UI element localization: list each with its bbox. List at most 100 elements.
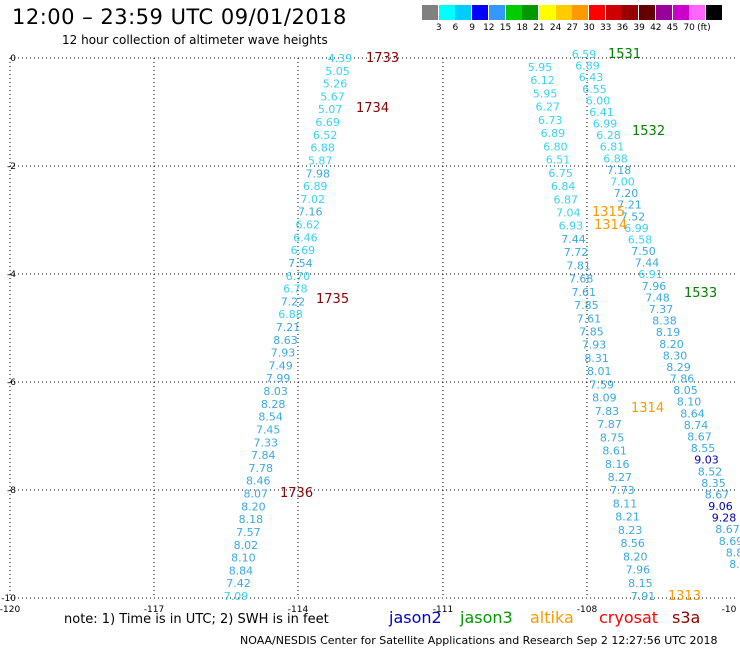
wave-height-value: 6.84 (551, 180, 576, 193)
color-scale-label: 39 (633, 23, 645, 33)
wave-height-value: 6.89 (303, 180, 328, 193)
wave-height-value: 7.02 (301, 193, 326, 206)
pass-label: 1314 (631, 401, 664, 416)
wave-height-value: 7.87 (597, 418, 622, 431)
wave-height-value: 7.48 (645, 291, 670, 304)
color-swatch (705, 5, 722, 20)
wave-height-value: 8.55 (691, 442, 716, 455)
wave-height-value: 7.04 (556, 206, 581, 219)
wave-height-value: 5.07 (318, 103, 343, 116)
color-scale-label: 6 (452, 23, 459, 33)
wave-height-value: 7.61 (572, 286, 597, 299)
wave-height-value: 8.19 (656, 326, 681, 339)
wave-height-value: 8.05 (673, 384, 698, 397)
wave-height-value: 7.52 (621, 210, 646, 223)
wave-height-value: 8.03 (263, 385, 288, 398)
wave-height-value: 7.78 (249, 462, 274, 475)
wave-height-value: 8.16 (605, 458, 630, 471)
wave-height-value: 8.54 (258, 411, 283, 424)
color-scale-label: 42 (650, 23, 662, 33)
wave-height-value: 8.28 (261, 398, 286, 411)
wave-height-value: 7.85 (579, 326, 604, 339)
wave-height-value: 6.55 (582, 83, 607, 96)
color-swatch (672, 5, 689, 20)
pass-label: 1315 (592, 205, 625, 220)
wave-height-value: 6.51 (546, 154, 571, 167)
wave-height-value: 7.44 (635, 257, 660, 270)
x-tick-label: -108 (577, 605, 598, 615)
satellite-legend-item: jason3 (460, 608, 513, 627)
wave-height-value: 8.30 (663, 349, 688, 362)
wave-height-value: 6.59 (572, 48, 597, 61)
color-scale-label: 36 (616, 23, 629, 33)
x-tick-label: -114 (288, 605, 309, 615)
wave-height-value: 6.88 (310, 142, 335, 155)
y-tick-label: -6 (7, 378, 16, 388)
wave-height-value: 7.86 (670, 373, 695, 386)
wave-height-value: 7.93 (271, 347, 296, 360)
wave-height-value: 5.26 (323, 78, 348, 91)
x-tick-label: -10 (722, 605, 737, 615)
wave-height-value: 6.99 (624, 222, 649, 235)
map-grid (9, 57, 736, 599)
wave-height-value: 6.12 (530, 74, 555, 87)
wave-height-value: 7.54 (288, 257, 313, 270)
wave-height-value: 9.06 (708, 500, 733, 513)
color-swatch (438, 5, 455, 20)
wave-height-value: 6.62 (296, 219, 321, 232)
wave-height-value: 6.46 (293, 231, 318, 244)
wave-height-value: 5.87 (308, 154, 333, 167)
wave-height-value: 6.89 (541, 127, 566, 140)
wave-height-value: 6.89 (575, 60, 600, 73)
color-scale-label: 27 (566, 23, 579, 33)
color-scale-label: 9 (469, 23, 475, 33)
wave-height-value: 6.91 (638, 268, 663, 281)
wave-height-value: 5.95 (528, 61, 553, 74)
wave-height-value: 6.99 (593, 118, 618, 131)
color-scale-label: 45 (666, 23, 679, 33)
color-scale-unit: (ft) (697, 23, 711, 33)
wave-height-value: 7.72 (564, 246, 589, 259)
wave-height-value: 6.69 (315, 116, 340, 129)
color-swatch (522, 5, 539, 20)
pass-labels: 1733173417351736153115321533131513141314… (280, 47, 717, 604)
color-swatch (689, 5, 706, 20)
color-swatch (572, 5, 589, 20)
wave-height-value: 8.52 (698, 465, 723, 478)
wave-height-value: 6.58 (628, 233, 653, 246)
wave-height-value: 7.33 (253, 436, 278, 449)
wave-height-value: 8.15 (628, 577, 653, 590)
wave-height-value: 8.10 (231, 552, 256, 565)
wave-height-value: 6.27 (535, 101, 560, 114)
wave-height-value: 8.18 (239, 513, 264, 526)
pass-label: 1313 (668, 589, 701, 604)
color-scale-label: 3 (435, 23, 442, 33)
wave-height-value: 6.41 (589, 106, 614, 119)
wave-height-value: 7.21 (617, 199, 642, 212)
pass-label: 1532 (632, 124, 665, 139)
wave-height-value: 7.96 (626, 564, 651, 577)
color-swatch (455, 5, 472, 20)
wave-height-value: 8.0 (729, 558, 740, 571)
footer-note: note: 1) Time is in UTC; 2) SWH is in fe… (64, 612, 329, 627)
wave-height-value: 7.93 (582, 339, 607, 352)
wave-height-value: 6.87 (554, 193, 579, 206)
wave-height-value: 7.20 (614, 187, 639, 200)
wave-height-value: 6.80 (543, 140, 568, 153)
color-swatch (622, 5, 639, 20)
wave-height-value: 8.11 (613, 497, 638, 510)
wave-height-value: 8.56 (620, 537, 645, 550)
wave-height-value: 8.20 (241, 500, 266, 513)
wave-height-value: 6.93 (559, 220, 584, 233)
pass-label: 1533 (684, 286, 717, 301)
wave-height-value: 8.74 (684, 419, 709, 432)
y-tick-label: 0 (10, 54, 16, 64)
color-swatch (555, 5, 572, 20)
color-swatch (538, 5, 555, 20)
wave-height-value: 7.61 (577, 312, 602, 325)
wave-height-value: 8.01 (587, 365, 612, 378)
wave-height-tracks: 4.395.055.265.675.076.696.526.885.877.98… (224, 48, 740, 603)
wave-height-value: 7.16 (298, 206, 323, 219)
axis-ticks: -120 -117 -114 -111 -108 -10 0 -2 -4 -6 -8 -10 (0, 54, 737, 615)
color-swatch (655, 5, 672, 20)
